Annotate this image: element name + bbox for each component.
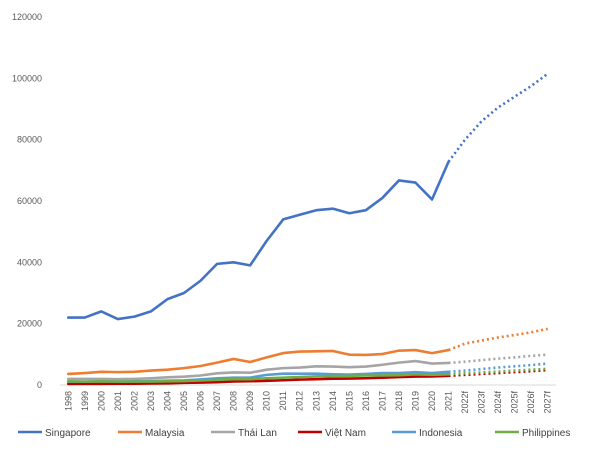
series-line-actual <box>66 359 450 381</box>
x-tick-label: 2009 <box>245 391 255 411</box>
legend-label: Singapore <box>45 428 91 439</box>
series-line-forecast <box>448 362 548 374</box>
x-tick-label: 2011 <box>278 391 288 410</box>
x-tick-label: 2017 <box>377 391 387 411</box>
x-tick-label: 2014 <box>328 391 338 411</box>
legend-label: Việt Nam <box>325 428 366 439</box>
series-line-forecast <box>447 72 549 163</box>
y-tick-label: 80000 <box>17 135 42 145</box>
x-tick-label: 2003 <box>146 391 156 411</box>
legend-label: Indonesia <box>419 428 463 439</box>
series-line-actual <box>66 160 450 321</box>
y-tick-label: 60000 <box>17 196 42 206</box>
series-line-actual <box>66 374 450 386</box>
y-tick-label: 120000 <box>12 12 42 22</box>
x-tick-label: 2016 <box>361 391 371 411</box>
x-tick-label: 2022f <box>460 391 470 414</box>
x-tick-label: 2023f <box>477 391 487 414</box>
x-tick-label: 2024f <box>493 391 503 414</box>
x-tick-label: 2010 <box>262 391 272 411</box>
series-line-actual <box>66 372 450 383</box>
x-tick-label: 2012 <box>295 391 305 411</box>
x-tick-label: 2007 <box>212 391 222 411</box>
x-tick-label: 2000 <box>96 391 106 411</box>
legend-label: Philippines <box>522 428 570 439</box>
series-line-forecast <box>448 368 548 378</box>
legend-label: Thái Lan <box>238 428 277 439</box>
series-line-forecast <box>448 327 548 352</box>
y-tick-label: 100000 <box>12 73 42 83</box>
x-tick-label: 2018 <box>394 391 404 411</box>
series-line-forecast <box>448 367 548 376</box>
x-tick-label: 2001 <box>113 391 123 411</box>
y-tick-label: 20000 <box>17 319 42 329</box>
x-tick-label: 2019 <box>410 391 420 411</box>
x-tick-label: 1999 <box>80 391 90 411</box>
series-line-actual <box>66 348 450 376</box>
legend-label: Malaysia <box>145 428 185 439</box>
x-tick-label: 2006 <box>196 391 206 411</box>
x-tick-label: 2025f <box>510 391 520 414</box>
y-tick-label: 0 <box>37 380 42 390</box>
x-tick-label: 2004 <box>162 391 172 411</box>
series-line-forecast <box>448 353 548 365</box>
x-tick-label: 2005 <box>179 391 189 411</box>
x-tick-label: 2026f <box>526 391 536 414</box>
x-tick-label: 2008 <box>229 391 239 411</box>
x-tick-label: 2002 <box>129 391 139 411</box>
x-tick-label: 2015 <box>344 391 354 411</box>
y-tick-label: 40000 <box>17 257 42 267</box>
x-tick-label: 2021 <box>444 391 454 411</box>
x-tick-label: 2013 <box>311 391 321 411</box>
x-tick-label: 2027f <box>543 391 553 414</box>
x-tick-label: 1998 <box>63 391 73 411</box>
x-tick-label: 2020 <box>427 391 437 411</box>
